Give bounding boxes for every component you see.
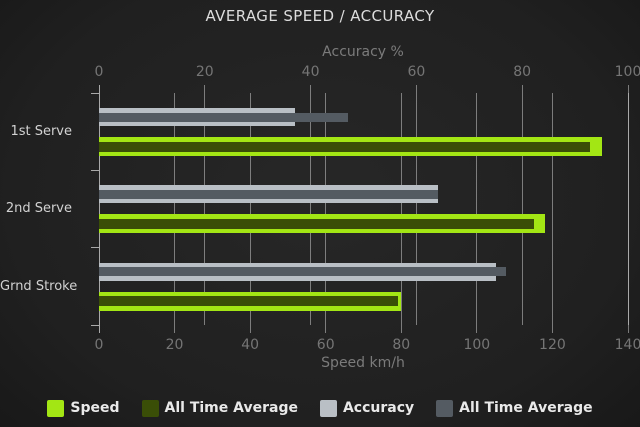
legend-item: All Time Average: [141, 399, 298, 417]
y-axis-tick: [91, 169, 99, 171]
speed-tick-label: 140: [614, 337, 640, 353]
speed-axis-label: Speed km/h: [321, 355, 405, 371]
accuracy-tick-label: 60: [407, 64, 426, 80]
accuracy-all-time-average-bar: [99, 267, 507, 277]
speed-tick-label: 100: [463, 337, 491, 353]
category-label: 2nd Serve: [5, 201, 72, 217]
accuracy-all-time-average-bar: [99, 112, 348, 122]
accuracy-gridline: [204, 85, 206, 325]
y-axis-tick: [91, 324, 99, 326]
accuracy-tick-label: 20: [195, 64, 214, 80]
speed-gridline: [627, 93, 629, 333]
legend-label: Speed: [70, 400, 120, 416]
legend-label: Accuracy: [342, 400, 415, 416]
legend-label: All Time Average: [459, 400, 593, 416]
speed-all-time-average-bar: [99, 218, 534, 229]
speed-all-time-average-bar: [99, 296, 398, 307]
speed-gridline: [476, 93, 478, 333]
accuracy-gridline: [310, 85, 312, 325]
speed-tick-label: 20: [165, 337, 184, 353]
speed-gridline: [400, 93, 402, 333]
y-axis-tick: [91, 247, 99, 249]
category-label: 1st Serve: [10, 124, 72, 139]
speed-gridline: [174, 93, 176, 333]
accuracy-gridline: [415, 85, 417, 325]
legend-item: Accuracy: [319, 399, 415, 417]
category-label: Grnd Stroke: [0, 278, 78, 294]
accuracy-gridline: [521, 85, 523, 325]
accuracy-tick-label: 80: [513, 64, 532, 80]
legend-swatch: [436, 399, 454, 417]
speed-gridline: [325, 93, 327, 333]
accuracy-tick-label: 0: [94, 64, 104, 80]
accuracy-all-time-average-bar: [99, 189, 438, 199]
speed-tick-label: 0: [94, 337, 104, 353]
legend-item: All Time Average: [436, 399, 593, 417]
legend-item: Speed: [47, 399, 120, 417]
speed-all-time-average-bar: [99, 141, 591, 152]
speed-tick-label: 80: [392, 337, 411, 353]
legend-swatch: [47, 399, 65, 417]
chart-title: AVERAGE SPEED / ACCURACY: [205, 7, 435, 25]
legend-swatch: [141, 399, 159, 417]
accuracy-tick-label: 40: [301, 64, 320, 80]
legend-label: All Time Average: [164, 400, 298, 416]
y-axis-line: [98, 85, 100, 333]
speed-tick-label: 40: [241, 337, 260, 353]
accuracy-axis-label: Accuracy %: [322, 44, 404, 60]
accuracy-tick-label: 100: [614, 64, 640, 80]
speed-gridline: [551, 93, 553, 333]
speed-tick-label: 60: [316, 337, 335, 353]
speed-gridline: [249, 93, 251, 333]
y-axis-tick: [91, 92, 99, 94]
speed-tick-label: 120: [539, 337, 566, 353]
legend-swatch: [319, 399, 337, 417]
legend: Speed All Time Average Accuracy All Time Av…: [0, 394, 640, 422]
